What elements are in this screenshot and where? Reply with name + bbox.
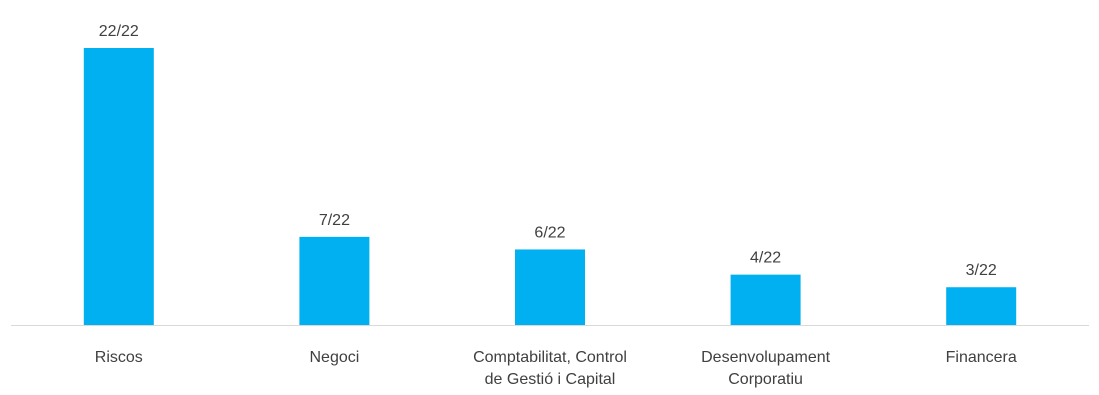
data-label-1: 7/22 <box>319 212 350 229</box>
category-label-4: Financera <box>946 349 1017 366</box>
category-label-line: Comptabilitat, Control <box>473 349 627 366</box>
data-label-3: 4/22 <box>750 250 781 267</box>
bar-2 <box>515 249 585 325</box>
data-label-0: 22/22 <box>99 23 139 40</box>
category-label-line: Corporatiu <box>728 371 803 388</box>
data-label-4: 3/22 <box>966 262 997 279</box>
category-label-line: de Gestió i Capital <box>485 371 616 388</box>
category-label-3: Desenvolupament Corporatiu <box>701 349 831 388</box>
category-label-0: Riscos <box>95 349 143 366</box>
data-label-2: 6/22 <box>534 224 565 241</box>
bar-3 <box>730 274 801 325</box>
category-label-line: Riscos <box>95 349 143 366</box>
category-label-2: Comptabilitat, Control de Gestió i Capita… <box>473 349 627 388</box>
bars-group <box>83 48 1017 325</box>
bar-4 <box>946 287 1017 325</box>
category-label-line: Desenvolupament <box>701 349 831 366</box>
data-labels-group: 22/22 7/22 6/22 4/22 3/22 <box>99 23 997 279</box>
category-label-line: Negoci <box>309 349 359 366</box>
category-label-1: Negoci <box>309 349 359 366</box>
category-label-line: Financera <box>946 349 1017 366</box>
category-labels-group: Riscos Negoci Comptabilitat, Control de Ges… <box>95 349 1017 388</box>
bar-0 <box>83 48 154 325</box>
bar-1 <box>299 236 370 325</box>
